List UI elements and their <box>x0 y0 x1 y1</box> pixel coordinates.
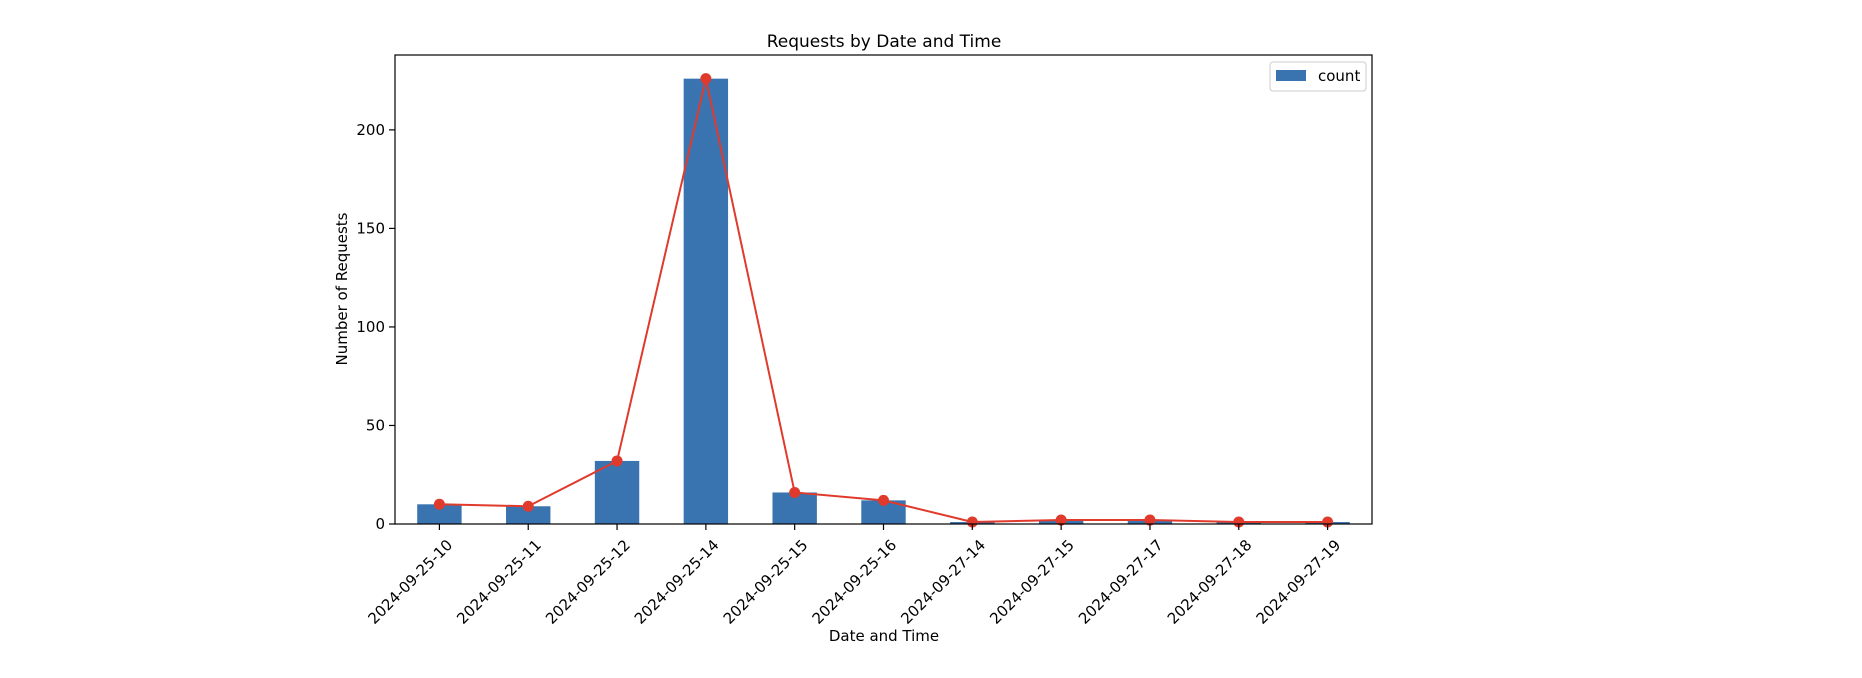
bar-2024-09-25-11 <box>506 506 551 524</box>
trend-line-series <box>433 73 1334 528</box>
bars <box>417 78 1350 524</box>
x-tick-label: 2024-09-25-12 <box>542 536 634 628</box>
line-point-2024-09-25-12 <box>611 455 623 467</box>
line-point-2024-09-25-16 <box>878 494 889 506</box>
x-tick-label: 2024-09-25-16 <box>809 536 901 628</box>
x-tick-label: 2024-09-25-15 <box>720 536 812 628</box>
x-axis: 2024-09-25-102024-09-25-112024-09-25-122… <box>364 524 1344 628</box>
y-tick-label: 50 <box>366 416 385 434</box>
y-tick-label: 150 <box>356 219 385 237</box>
legend-label: count <box>1318 67 1360 85</box>
line-point-2024-09-25-15 <box>789 486 801 498</box>
legend-box <box>1269 61 1367 92</box>
x-tick-label: 2024-09-25-14 <box>631 536 723 628</box>
line-point-2024-09-25-14 <box>700 73 712 85</box>
bar-2024-09-25-12 <box>594 460 640 524</box>
x-tick-label: 2024-09-25-10 <box>364 536 456 628</box>
y-axis: 0 50 100 150 200 <box>356 121 395 533</box>
line-point-2024-09-27-18 <box>1233 516 1245 528</box>
y-tick-label: 200 <box>356 121 385 139</box>
trend-line <box>439 78 1328 524</box>
legend-swatch <box>1276 70 1306 81</box>
y-axis-label: Number of Requests <box>333 212 351 365</box>
plot-frame <box>394 54 1373 525</box>
bar-2024-09-25-10 <box>417 504 462 524</box>
bar-2024-09-25-16 <box>861 500 906 524</box>
x-tick-label: 2024-09-27-17 <box>1075 536 1167 628</box>
x-tick-label: 2024-09-27-14 <box>897 536 989 628</box>
x-tick-label: 2024-09-25-11 <box>453 536 545 628</box>
line-point-2024-09-27-14 <box>966 516 978 528</box>
y-tick-label: 100 <box>356 318 385 336</box>
line-point-2024-09-27-19 <box>1322 516 1334 528</box>
x-tick-label: 2024-09-27-18 <box>1164 536 1256 628</box>
legend: count <box>1269 61 1367 92</box>
bar-2024-09-25-14 <box>683 78 729 524</box>
x-axis-label: Date and Time <box>829 627 939 645</box>
line-point-2024-09-27-15 <box>1055 514 1067 526</box>
y-tick-label: 0 <box>375 515 385 533</box>
line-point-2024-09-25-11 <box>522 500 534 512</box>
line-point-2024-09-27-17 <box>1144 514 1156 526</box>
line-point-2024-09-25-10 <box>433 498 445 510</box>
x-tick-label: 2024-09-27-15 <box>986 536 1078 628</box>
x-tick-label: 2024-09-27-19 <box>1253 536 1345 628</box>
chart-title: Requests by Date and Time <box>767 32 1002 52</box>
